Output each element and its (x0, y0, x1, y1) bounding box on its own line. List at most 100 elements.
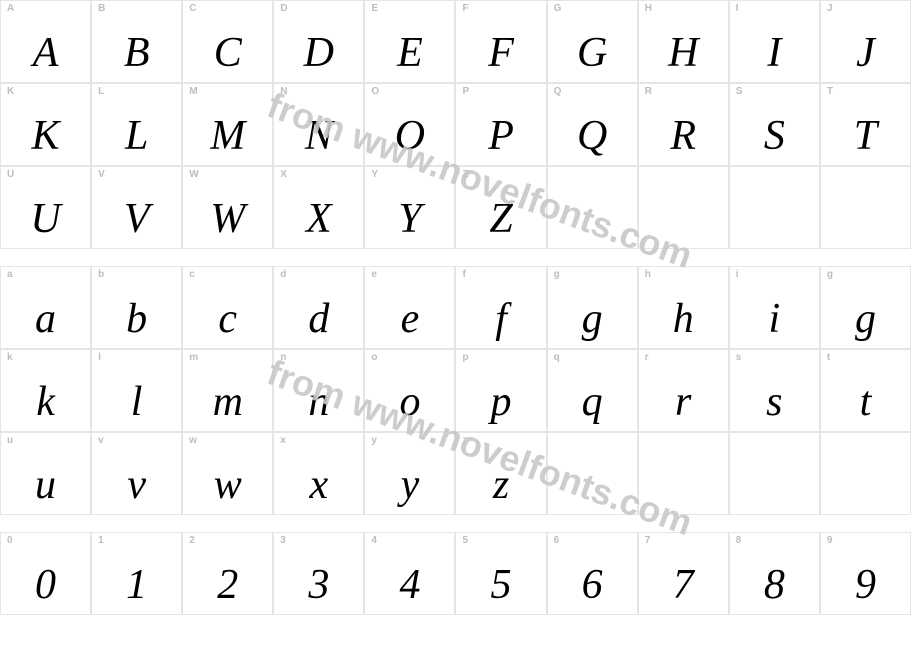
cell-label: B (98, 4, 106, 14)
cell-label: k (7, 353, 13, 363)
glyph-cell: qq (547, 349, 638, 432)
cell-label: g (827, 270, 833, 280)
glyph-cell: 22 (182, 532, 273, 615)
cell-label: q (554, 353, 560, 363)
cell-label: T (827, 87, 833, 97)
glyph-cell: 77 (638, 532, 729, 615)
glyph-cell: ee (364, 266, 455, 349)
glyph-cell: SS (729, 83, 820, 166)
cell-label: V (98, 170, 105, 180)
cell-glyph: h (673, 298, 694, 340)
cell-glyph: Z (489, 198, 512, 240)
cell-glyph: 3 (308, 564, 329, 606)
cell-label: o (371, 353, 377, 363)
glyph-cell: ss (729, 349, 820, 432)
cell-glyph: t (860, 381, 872, 423)
cell-glyph: b (126, 298, 147, 340)
cell-label: 9 (827, 536, 833, 546)
glyph-grid: AABBCCDDEEFFGGHHIIJJKKLLMMNNOOPPQQRRSSTT… (0, 0, 911, 668)
glyph-cell: 00 (0, 532, 91, 615)
cell-label: 5 (462, 536, 468, 546)
cell-label: Q (554, 87, 562, 97)
glyph-cell: NN (273, 83, 364, 166)
cell-label: R (645, 87, 653, 97)
cell-glyph: N (305, 115, 333, 157)
glyph-cell: aa (0, 266, 91, 349)
glyph-cell: XX (273, 166, 364, 249)
cell-glyph: E (397, 32, 423, 74)
cell-glyph: q (582, 381, 603, 423)
cell-glyph: X (306, 198, 332, 240)
cell-label: a (7, 270, 13, 280)
glyph-cell: LL (91, 83, 182, 166)
cell-label: G (554, 4, 562, 14)
cell-glyph: W (210, 198, 245, 240)
cell-label: O (371, 87, 379, 97)
cell-glyph: d (308, 298, 329, 340)
glyph-cell: tt (820, 349, 911, 432)
cell-glyph: I (767, 32, 781, 74)
cell-glyph: P (488, 115, 514, 157)
glyph-cell: bb (91, 266, 182, 349)
cell-glyph: i (769, 298, 781, 340)
cell-glyph: G (577, 32, 607, 74)
glyph-cell: EE (364, 0, 455, 83)
glyph-cell: RR (638, 83, 729, 166)
glyph-cell: kk (0, 349, 91, 432)
cell-glyph: T (854, 115, 877, 157)
glyph-cell: oo (364, 349, 455, 432)
glyph-cell: cc (182, 266, 273, 349)
cell-glyph: 8 (764, 564, 785, 606)
cell-label: S (736, 87, 743, 97)
cell-label: 1 (98, 536, 104, 546)
cell-glyph: g (582, 298, 603, 340)
cell-label: e (371, 270, 377, 280)
cell-label: h (645, 270, 651, 280)
cell-glyph: k (36, 381, 55, 423)
glyph-cell: ff (455, 266, 546, 349)
glyph-cell: QQ (547, 83, 638, 166)
cell-glyph: w (214, 464, 242, 506)
cell-label: U (7, 170, 15, 180)
cell-glyph: x (310, 464, 329, 506)
cell-glyph: 7 (673, 564, 694, 606)
cell-glyph: e (401, 298, 420, 340)
cell-label: 2 (189, 536, 195, 546)
cell-label: d (280, 270, 286, 280)
cell-glyph: R (670, 115, 696, 157)
cell-glyph: L (125, 115, 148, 157)
cell-label: p (462, 353, 468, 363)
glyph-cell: vv (91, 432, 182, 515)
cell-label: y (371, 436, 377, 446)
cell-label: J (827, 4, 833, 14)
glyph-cell: ii (729, 266, 820, 349)
cell-label: l (98, 353, 101, 363)
cell-glyph: c (218, 298, 237, 340)
glyph-cell: BB (91, 0, 182, 83)
glyph-cell: ZZ (455, 166, 546, 249)
glyph-cell: VV (91, 166, 182, 249)
cell-label: W (189, 170, 199, 180)
glyph-cell: hh (638, 266, 729, 349)
section-digits: 00112233445566778899 (0, 532, 911, 615)
glyph-cell: MM (182, 83, 273, 166)
cell-label: K (7, 87, 15, 97)
cell-label: c (189, 270, 195, 280)
glyph-cell: mm (182, 349, 273, 432)
cell-label: z (462, 436, 467, 446)
cell-glyph: V (124, 198, 150, 240)
cell-label: m (189, 353, 198, 363)
cell-label: r (645, 353, 649, 363)
cell-label: n (280, 353, 286, 363)
glyph-cell (547, 432, 638, 515)
glyph-cell: GG (547, 0, 638, 83)
cell-label: t (827, 353, 831, 363)
cell-label: 0 (7, 536, 13, 546)
cell-label: D (280, 4, 288, 14)
cell-label: F (462, 4, 468, 14)
glyph-cell: 55 (455, 532, 546, 615)
glyph-cell: xx (273, 432, 364, 515)
glyph-cell (820, 432, 911, 515)
cell-glyph: Q (577, 115, 607, 157)
glyph-cell: II (729, 0, 820, 83)
